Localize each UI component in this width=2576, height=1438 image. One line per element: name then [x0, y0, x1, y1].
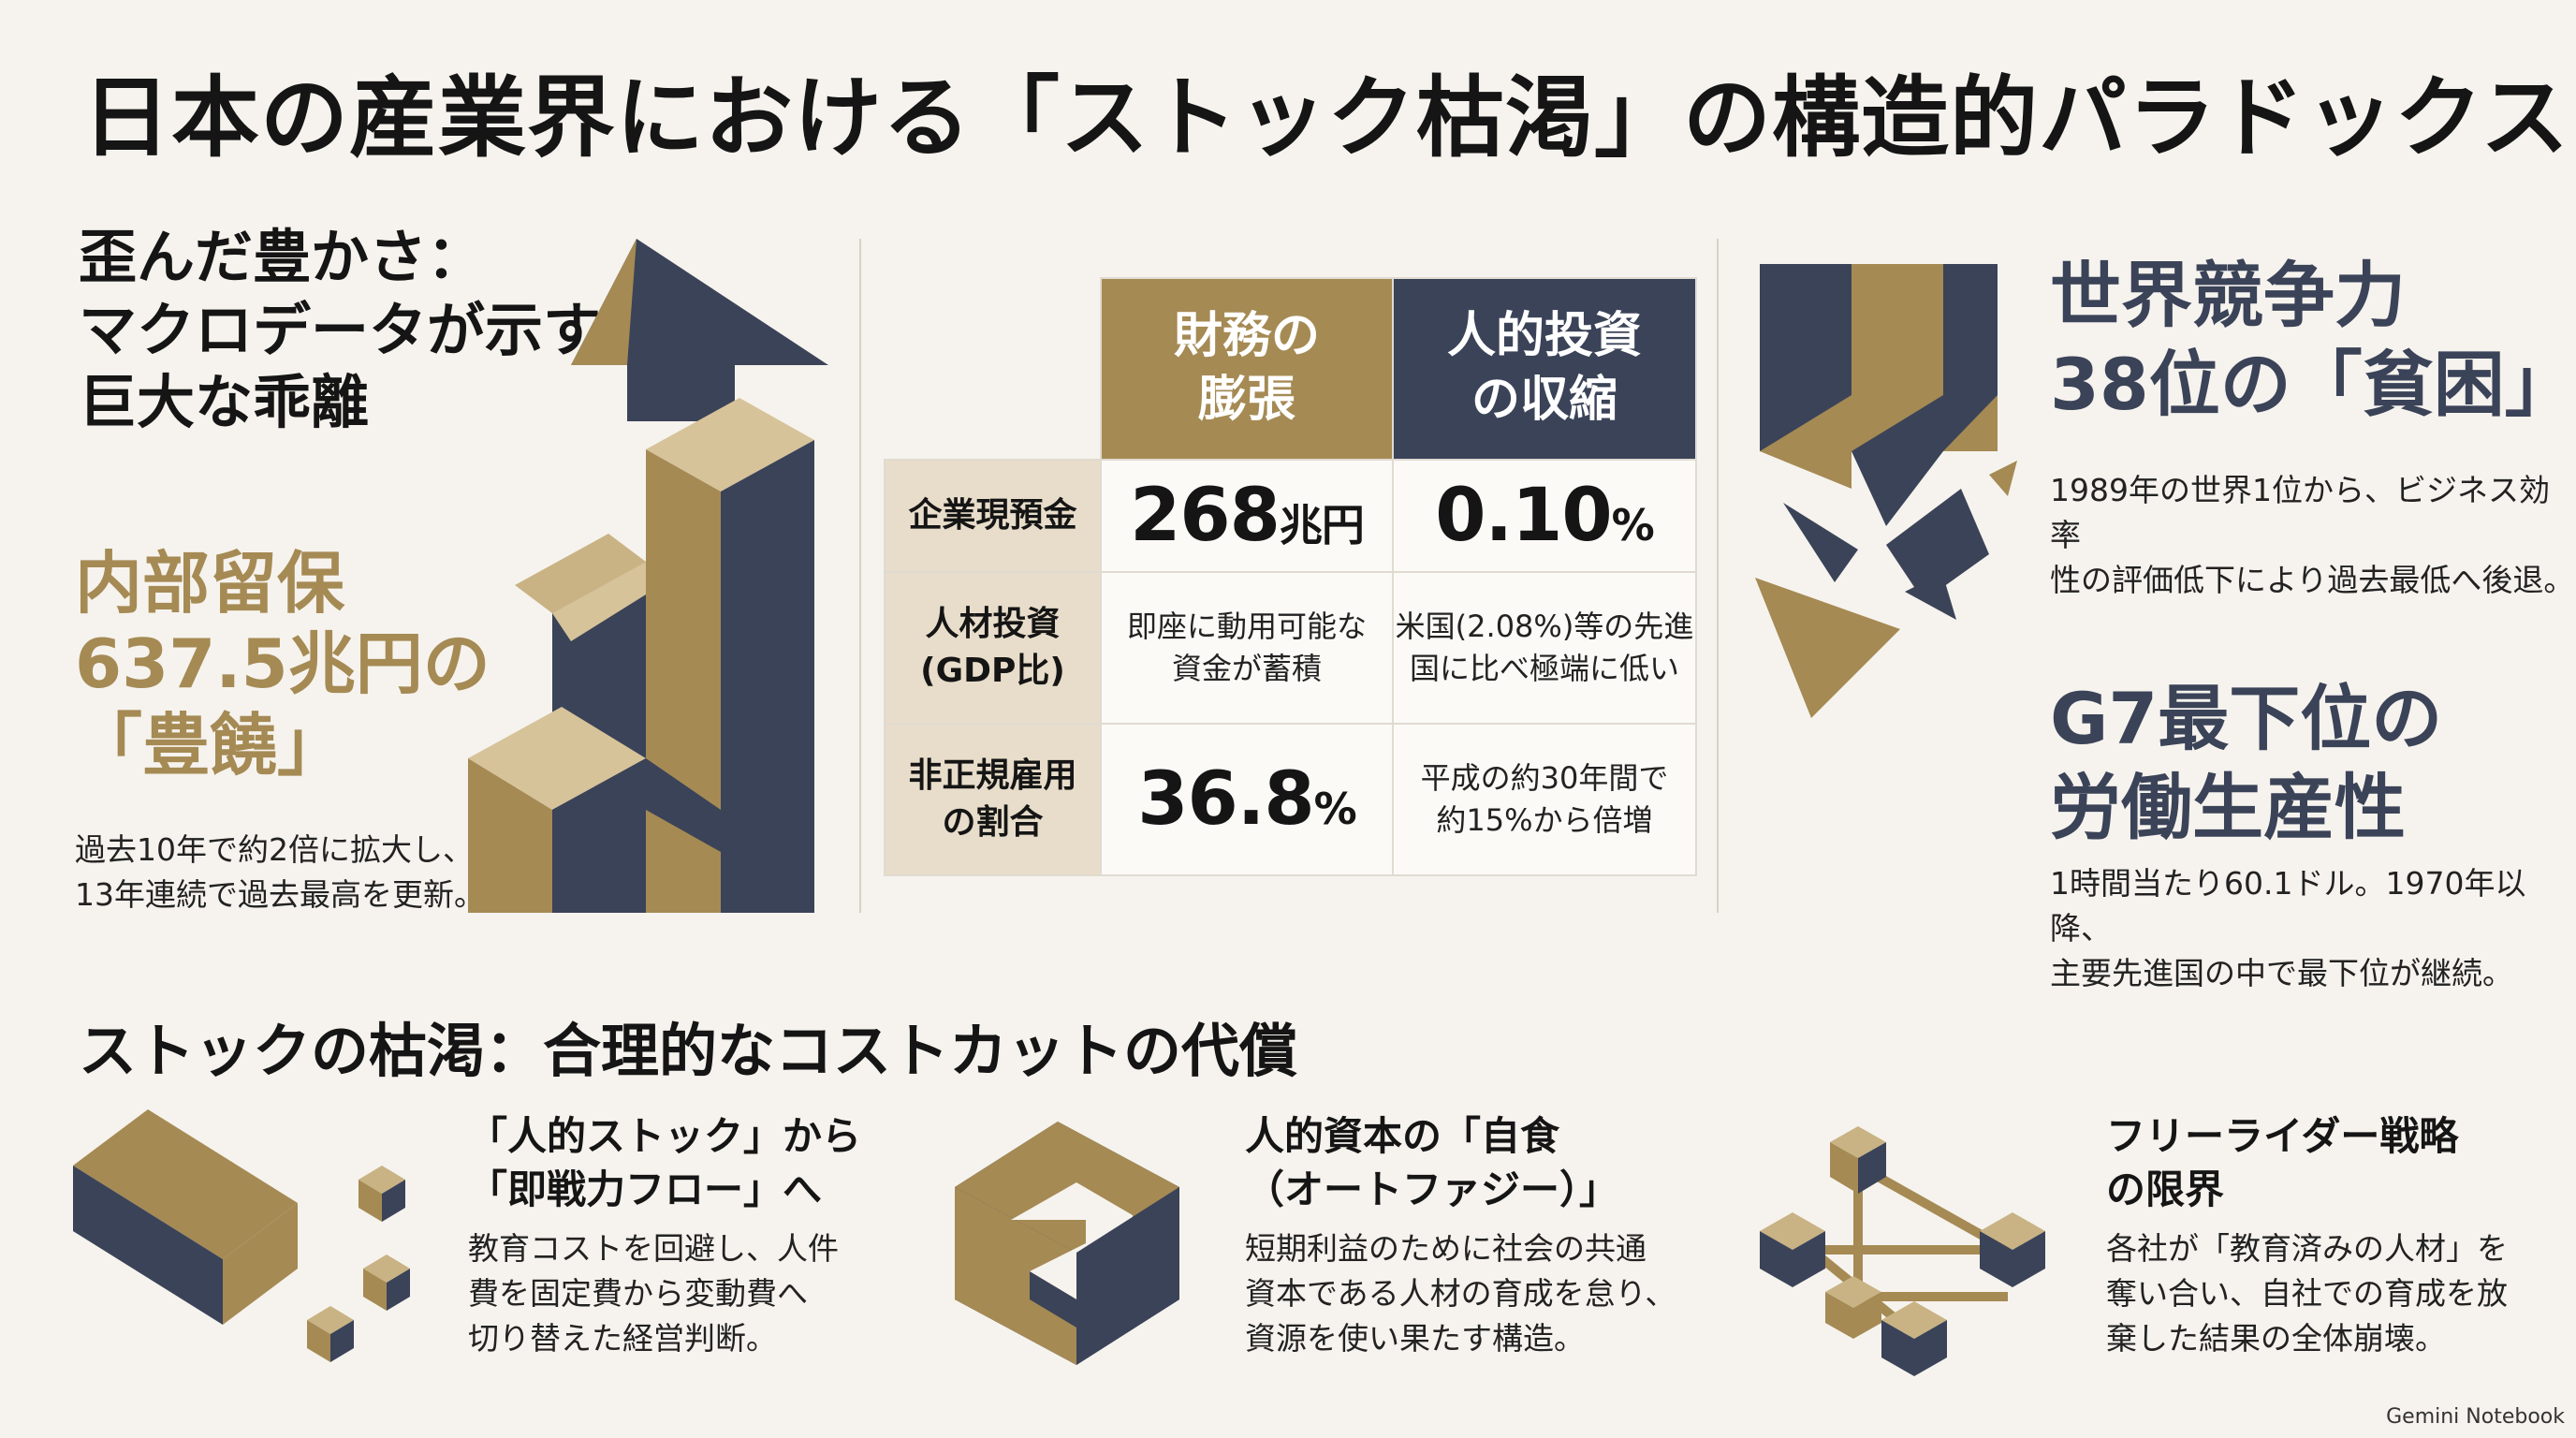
non-regular-unit: % [1313, 784, 1357, 834]
item-text-autophagy: 短期利益のために社会の共通 資本である人材の育成を怠り、 資源を使い果たす構造。 [1245, 1230, 1676, 1357]
retained-earnings-label: 内部留保 637.5兆円の 「豊饒」 [75, 544, 490, 785]
cell-hr-investment-value: 0.10% [1392, 459, 1697, 573]
productivity-text: 1時間当たり60.1ドル。1970年以降、 主要先進国の中で最下位が継続。 [2050, 865, 2526, 991]
item-text-free-rider: 各社が「教育済みの人材」を 奪い合い、自社での育成を放 棄した結果の全体崩壊。 [2106, 1230, 2508, 1357]
row-label-hr-investment: 人材投資 (GDP比) [884, 571, 1102, 725]
hr-investment-value: 0.10 [1435, 474, 1612, 558]
left-section-heading: 歪んだ豊かさ： マクロデータが示す 巨大な乖離 [79, 223, 602, 436]
table-row: 非正規雇用 の割合 36.8% 平成の約30年間で 約15%から倍増 [884, 723, 1697, 876]
watermark: Gemini Notebook [2386, 1405, 2565, 1429]
item-heading-free-rider: フリーライダー戦略 の限界 [2106, 1113, 2459, 1212]
divider-right [1717, 239, 1719, 913]
isometric-staircase-arrow-icon [468, 239, 828, 913]
productivity-heading: G7最下位の 労働生産性 [2050, 677, 2443, 849]
comparison-table: 財務の 膨張 人的投資 の収縮 企業現預金 268兆円 0.10% 人材投資 (… [884, 277, 1697, 876]
table-row: 企業現預金 268兆円 0.10% [884, 459, 1697, 573]
row-label-non-regular: 非正規雇用 の割合 [884, 723, 1102, 876]
bar-and-cubes-icon [73, 1109, 410, 1362]
competitiveness-heading: 世界競争力 38位の「貧困」 [2050, 254, 2576, 426]
cell-cash-value: 268兆円 [1100, 459, 1394, 573]
hollow-c-block-icon [955, 1122, 1179, 1365]
cell-non-regular-note: 平成の約30年間で 約15%から倍増 [1392, 723, 1697, 876]
header-human-investment-shrink: 人的投資 の収縮 [1392, 277, 1697, 461]
item-heading-human-stock: 「人的ストック」から 「即戦力フロー」へ [468, 1113, 862, 1212]
broken-blocks-icon [1755, 264, 2017, 718]
item-text-human-stock: 教育コストを回避し、人件 費を固定費から変動費へ 切り替えた経営判断。 [468, 1230, 839, 1357]
row-label-corporate-cash: 企業現預金 [884, 459, 1102, 573]
non-regular-value: 36.8 [1137, 757, 1314, 842]
item-heading-autophagy: 人的資本の「自食 （オートファジー）」 [1245, 1113, 1619, 1212]
cell-hr-note: 米国(2.08%)等の先進 国に比べ極端に低い [1392, 571, 1697, 725]
cash-value: 268 [1130, 474, 1281, 558]
cell-non-regular-value: 36.8% [1100, 723, 1394, 876]
table-corner [885, 278, 1101, 460]
bottom-section-title: ストックの枯渇：合理的なコストカットの代償 [79, 1017, 1298, 1085]
table-row: 人材投資 (GDP比) 即座に動用可能な 資金が蓄積 米国(2.08%)等の先進… [884, 571, 1697, 725]
divider-left [859, 239, 861, 913]
retained-earnings-text: 過去10年で約2倍に拡大し、 13年連続で過去最高を更新。 [75, 831, 485, 913]
hr-investment-unit: % [1611, 500, 1655, 550]
competitiveness-text: 1989年の世界1位から、ビジネス効率 性の評価低下により過去最低へ後退。 [2050, 472, 2575, 598]
page-title: 日本の産業界における「ストック枯渇」の構造的パラドックス [82, 67, 2570, 169]
cell-cash-note: 即座に動用可能な 資金が蓄積 [1100, 571, 1394, 725]
cash-unit: 兆円 [1279, 500, 1365, 550]
cube-network-icon [1760, 1126, 2045, 1376]
header-finance-expansion: 財務の 膨張 [1100, 277, 1394, 461]
